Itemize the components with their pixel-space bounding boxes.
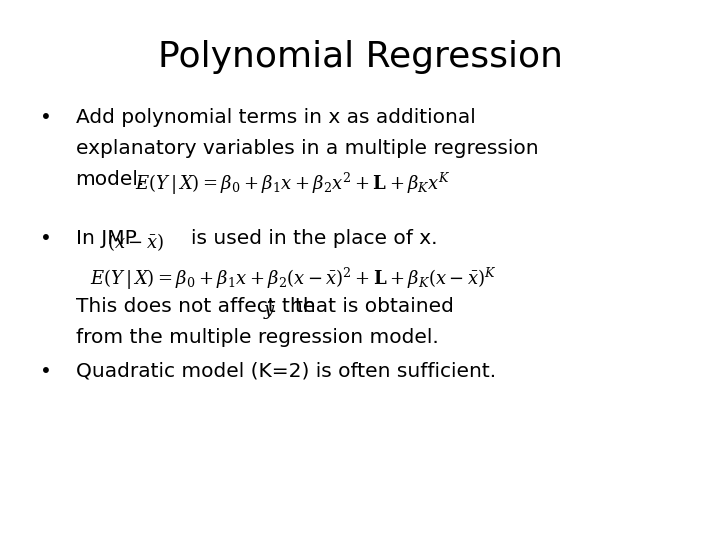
Text: model.: model. xyxy=(76,170,145,188)
Text: $E(Y\,|\,X)=\beta_0+\beta_1 x+\beta_2(x-\bar{x})^2+\mathbf{L}+\beta_K(x-\bar{x}): $E(Y\,|\,X)=\beta_0+\beta_1 x+\beta_2(x-… xyxy=(90,266,497,293)
Text: Polynomial Regression: Polynomial Regression xyxy=(158,40,562,75)
Text: •: • xyxy=(40,362,51,381)
Text: is used in the place of x.: is used in the place of x. xyxy=(191,230,437,248)
Text: This does not affect the: This does not affect the xyxy=(76,297,315,316)
Text: Add polynomial terms in x as additional: Add polynomial terms in x as additional xyxy=(76,108,475,127)
Text: $(x-\bar{x})$: $(x-\bar{x})$ xyxy=(107,231,163,253)
Text: from the multiple regression model.: from the multiple regression model. xyxy=(76,328,438,347)
Text: •: • xyxy=(40,230,51,248)
Text: $E(Y\,|\,X)=\beta_0+\beta_1 x+\beta_2 x^2+\mathbf{L}+\beta_K x^K$: $E(Y\,|\,X)=\beta_0+\beta_1 x+\beta_2 x^… xyxy=(135,171,451,198)
Text: In JMP: In JMP xyxy=(76,230,137,248)
Text: $\hat{y}$: $\hat{y}$ xyxy=(263,299,276,322)
Text: •: • xyxy=(40,108,51,127)
Text: explanatory variables in a multiple regression: explanatory variables in a multiple regr… xyxy=(76,139,539,158)
Text: Quadratic model (K=2) is often sufficient.: Quadratic model (K=2) is often sufficien… xyxy=(76,362,496,381)
Text: that is obtained: that is obtained xyxy=(295,297,454,316)
